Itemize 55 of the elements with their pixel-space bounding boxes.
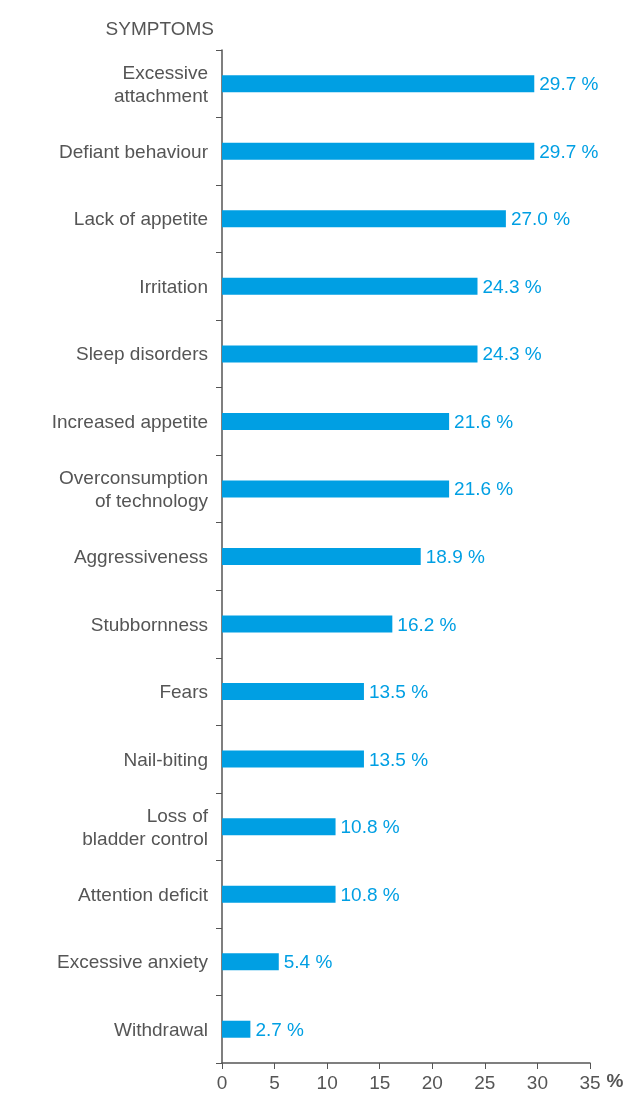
bar bbox=[222, 480, 450, 498]
data-label: 13.5 % bbox=[368, 681, 429, 703]
bar bbox=[222, 885, 336, 903]
y-tick-label: Loss of bladder control bbox=[82, 804, 209, 849]
x-tick-label: 10 bbox=[316, 1072, 338, 1093]
bar bbox=[222, 277, 478, 295]
bar bbox=[222, 615, 393, 633]
bar bbox=[222, 75, 535, 93]
data-label: 10.8 % bbox=[340, 816, 400, 838]
y-tick-label: Defiant behaviour bbox=[59, 140, 209, 162]
x-tick-label: 5 bbox=[269, 1072, 280, 1093]
data-label: 24.3 % bbox=[482, 275, 542, 297]
bar bbox=[222, 548, 421, 565]
y-tick-label: Lack of appetite bbox=[73, 208, 208, 230]
y-tick-label: Excessive anxiety bbox=[56, 951, 209, 973]
data-label: 24.3 % bbox=[482, 343, 542, 365]
y-axis-title: SYMPTOMS bbox=[105, 18, 214, 39]
x-tick-label: 30 bbox=[526, 1072, 548, 1093]
y-tick-label: Attention deficit bbox=[78, 883, 209, 905]
x-tick-label: 25 bbox=[474, 1072, 496, 1093]
y-tick-label: Fears bbox=[159, 681, 208, 703]
data-label: 27.0 % bbox=[510, 208, 571, 230]
bar bbox=[222, 345, 478, 363]
data-label: 29.7 % bbox=[539, 73, 599, 95]
y-tick-label: Aggressiveness bbox=[73, 546, 208, 567]
y-tick-label: Sleep disorders bbox=[75, 343, 208, 365]
bar bbox=[222, 750, 364, 768]
y-tick-label: Stubbornness bbox=[90, 613, 208, 635]
data-label: 10.8 % bbox=[340, 883, 400, 905]
data-label: 21.6 % bbox=[454, 478, 514, 500]
bar bbox=[222, 1020, 251, 1038]
bar bbox=[222, 953, 279, 971]
x-tick-label: 20 bbox=[421, 1072, 443, 1093]
x-tick-label: 15 bbox=[369, 1072, 391, 1093]
bar bbox=[222, 142, 535, 160]
data-label: 18.9 % bbox=[425, 546, 485, 567]
y-tick-label: Withdrawal bbox=[114, 1018, 208, 1040]
x-tick-label: 0 bbox=[216, 1072, 228, 1093]
y-tick-label: Nail-biting bbox=[123, 748, 208, 770]
y-tick-label: Excessive attachment bbox=[114, 61, 209, 106]
bar bbox=[222, 412, 450, 430]
data-label: 5.4 % bbox=[283, 951, 333, 973]
y-tick-label: Irritation bbox=[139, 275, 208, 297]
bar bbox=[222, 210, 506, 228]
data-label: 13.5 % bbox=[368, 748, 429, 770]
data-label: 16.2 % bbox=[397, 613, 457, 635]
data-label: 29.7 % bbox=[539, 140, 599, 162]
bar bbox=[222, 818, 336, 836]
x-tick-label: 35 bbox=[579, 1072, 601, 1093]
data-label: 21.6 % bbox=[454, 410, 514, 432]
y-tick-label: Overconsumption of technology bbox=[59, 466, 209, 511]
y-tick-label: Increased appetite bbox=[51, 410, 208, 432]
x-axis-title: % bbox=[606, 1070, 624, 1091]
data-label: 2.7 % bbox=[255, 1018, 305, 1040]
bar bbox=[222, 683, 364, 701]
